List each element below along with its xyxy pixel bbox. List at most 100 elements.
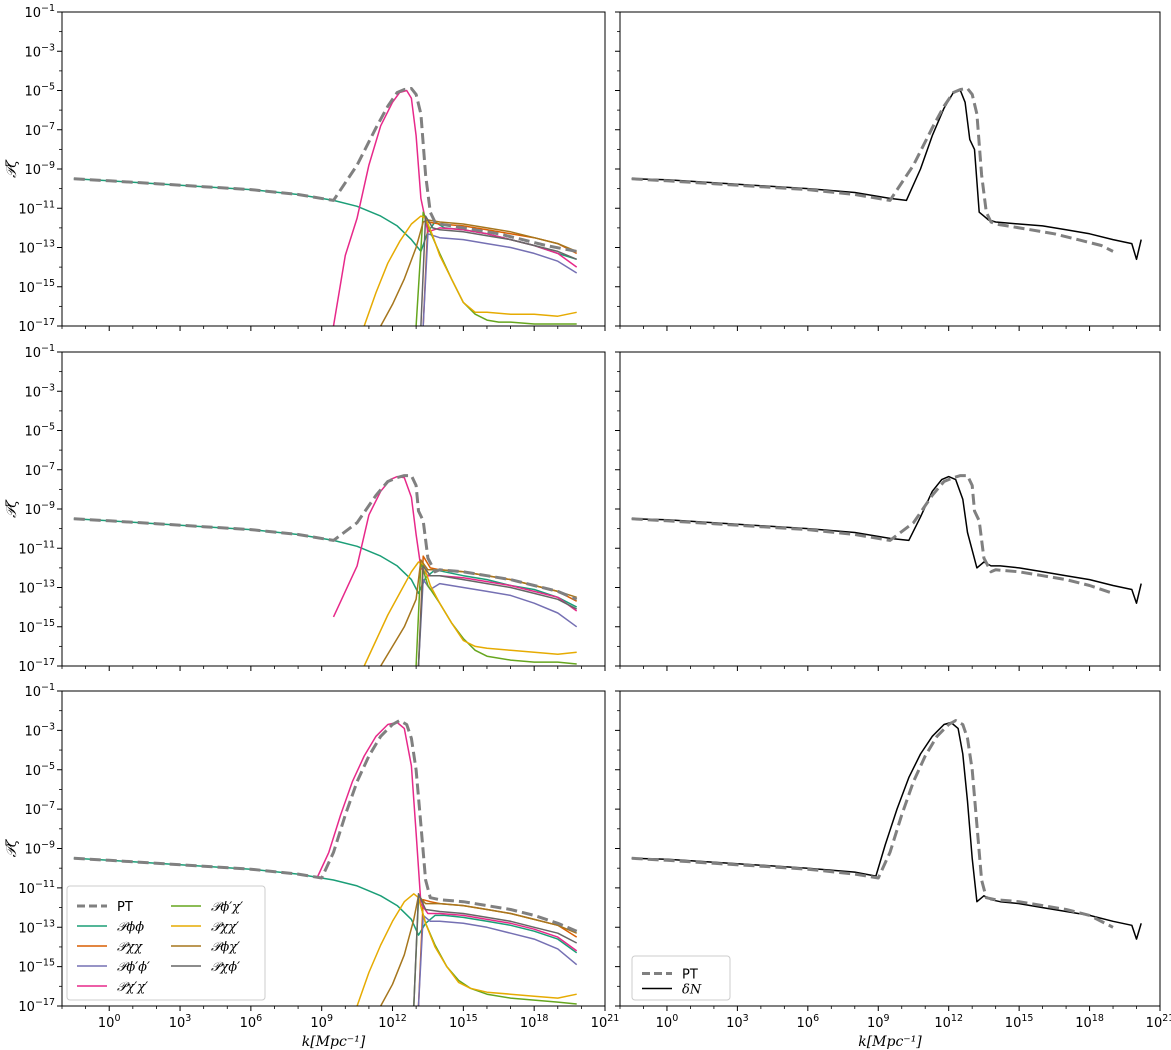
x-axis-label: k[Mpc⁻¹] <box>302 1034 366 1050</box>
legend-components: PT 𝒫ϕϕ 𝒫χχ 𝒫ϕ′ϕ′ 𝒫χ′χ′ 𝒫ϕ′χ′ 𝒫χχ′ 𝒫ϕχ′ 𝒫χϕ′ <box>66 885 266 1001</box>
x-tick-label: 106 <box>797 1013 820 1031</box>
x-tick-label: 100 <box>656 1013 679 1031</box>
axes-frame <box>619 351 1161 667</box>
y-tick-label: 10−5 <box>24 761 55 779</box>
y-tick-label: 10−9 <box>24 500 55 518</box>
y-tick-label: 10−13 <box>18 239 55 257</box>
panel-row1-comparison <box>615 11 1161 331</box>
legend-label: 𝒫ϕχ′ <box>211 940 240 955</box>
x-tick-label: 1021 <box>591 1013 620 1031</box>
x-tick-label: 103 <box>169 1013 192 1031</box>
series-group <box>631 87 1142 261</box>
y-tick-label: 10−3 <box>24 42 55 60</box>
series-line-p-phi-chip <box>380 895 577 1006</box>
x-tick-label: 1018 <box>1075 1013 1104 1031</box>
y-axis-label: 𝒫ζ <box>4 838 20 857</box>
series-line-pt <box>631 719 1114 929</box>
series-line-p-phi-chip <box>380 559 577 666</box>
series-group <box>631 474 1142 604</box>
series-line-p-chi-phip <box>417 565 578 666</box>
y-tick-label: 10−11 <box>18 539 55 557</box>
y-tick-label: 10−17 <box>18 657 55 675</box>
legend-label: 𝒫ϕ′ϕ′ <box>117 960 150 975</box>
x-tick-label: 1018 <box>520 1013 549 1031</box>
legend-label: δN <box>682 983 702 998</box>
series-line-p-chip-chip <box>332 475 578 618</box>
axes-frame <box>61 351 606 667</box>
series-line-deltan <box>631 475 1142 604</box>
x-tick-label: 109 <box>867 1013 890 1031</box>
series-group <box>631 719 1142 940</box>
y-tick-label: 10−17 <box>18 997 55 1015</box>
series-line-deltan <box>631 89 1142 261</box>
y-tick-label: 10−13 <box>18 918 55 936</box>
series-line-p-chi-chip <box>363 215 577 326</box>
series-line-p-chi-phip <box>420 215 577 326</box>
series-line-pt <box>73 474 578 601</box>
series-line-pt <box>73 719 578 933</box>
series-line-p-chip-chip <box>332 89 578 326</box>
legend-frame <box>66 885 266 1001</box>
x-tick-label: 103 <box>726 1013 749 1031</box>
y-axis-label: 𝒫ζ <box>4 499 20 518</box>
legend-label: 𝒫χχ <box>117 940 143 955</box>
series-group <box>73 719 578 1006</box>
panel-row3-comparison: 100 103 106 109 1012 1015 1018 1021 k[Mpc⁻¹] <box>615 690 1171 1050</box>
series-line-p-chip-chip <box>316 721 578 952</box>
y-tick-label: 10−1 <box>24 3 55 21</box>
legend-label: 𝒫ϕϕ <box>117 920 144 935</box>
panel-row2-comparison <box>615 351 1161 671</box>
y-tick-label: 10−13 <box>18 579 55 597</box>
series-line-p-phiphi <box>73 178 577 261</box>
y-tick-label: 10−7 <box>24 121 55 139</box>
legend-label: PT <box>117 900 133 915</box>
y-tick-label: 10−7 <box>24 800 55 818</box>
axes-frame <box>61 11 606 327</box>
y-tick-label: 10−5 <box>24 82 55 100</box>
x-tick-label: 1012 <box>934 1013 963 1031</box>
y-tick-label: 10−17 <box>18 317 55 335</box>
series-line-pt <box>631 87 1114 253</box>
series-line-pt <box>73 87 577 253</box>
y-tick-label: 10−11 <box>18 879 55 897</box>
x-axis-label: k[Mpc⁻¹] <box>858 1034 922 1050</box>
legend-frame <box>631 955 731 1001</box>
series-line-p-chi-chip <box>363 561 577 666</box>
legend-label: PT <box>682 968 698 983</box>
x-tick-label: 1021 <box>1146 1013 1171 1031</box>
x-tick-label: 1015 <box>1005 1013 1034 1031</box>
series-group <box>73 87 578 326</box>
series-line-p-phi-chip <box>380 219 577 326</box>
y-axis-label: 𝒫ζ <box>4 159 20 178</box>
y-tick-label: 10−15 <box>18 618 55 636</box>
series-line-p-chi-chip <box>356 893 577 1006</box>
series-line-p-phip-chip <box>415 561 577 666</box>
y-tick-label: 10−3 <box>24 382 55 400</box>
legend-label: 𝒫χ′χ′ <box>117 980 148 995</box>
x-tick-label: 1012 <box>378 1013 407 1031</box>
y-tick-label: 10−5 <box>24 422 55 440</box>
axes-frame <box>619 11 1161 327</box>
panel-row3-components: 100 103 106 109 1012 1015 1018 1021 10−1 10−3 10−5… <box>4 682 619 1050</box>
y-tick-label: 10−15 <box>18 278 55 296</box>
series-line-p-phip-phip <box>417 578 578 666</box>
series-line-p-phip-phip <box>417 914 578 1006</box>
legend-label: 𝒫χχ′ <box>211 920 239 935</box>
series-line-p-chi-phip <box>413 893 578 1006</box>
y-tick-label: 10−15 <box>18 958 55 976</box>
y-tick-label: 10−11 <box>18 199 55 217</box>
y-tick-label: 10−9 <box>24 840 55 858</box>
x-tick-label: 109 <box>310 1013 333 1031</box>
y-tick-label: 10−9 <box>24 160 55 178</box>
panel-row1-components: 10−1 10−3 10−5 10−7 10−9 10−11 10−13 10−15 10−17… <box>4 3 606 335</box>
y-tick-label: 10−1 <box>24 343 55 361</box>
series-group <box>73 474 578 666</box>
y-tick-label: 10−1 <box>24 682 55 700</box>
legend-label: 𝒫ϕ′χ′ <box>211 900 243 915</box>
y-tick-label: 10−7 <box>24 461 55 479</box>
series-line-deltan <box>631 721 1142 940</box>
series-line-p-phip-chip <box>415 211 577 326</box>
panel-row2-components: 10−1 10−3 10−5 10−7 10−9 10−11 10−13 10−15 10−17… <box>4 343 606 675</box>
x-tick-label: 106 <box>240 1013 263 1031</box>
y-tick-label: 10−3 <box>24 721 55 739</box>
